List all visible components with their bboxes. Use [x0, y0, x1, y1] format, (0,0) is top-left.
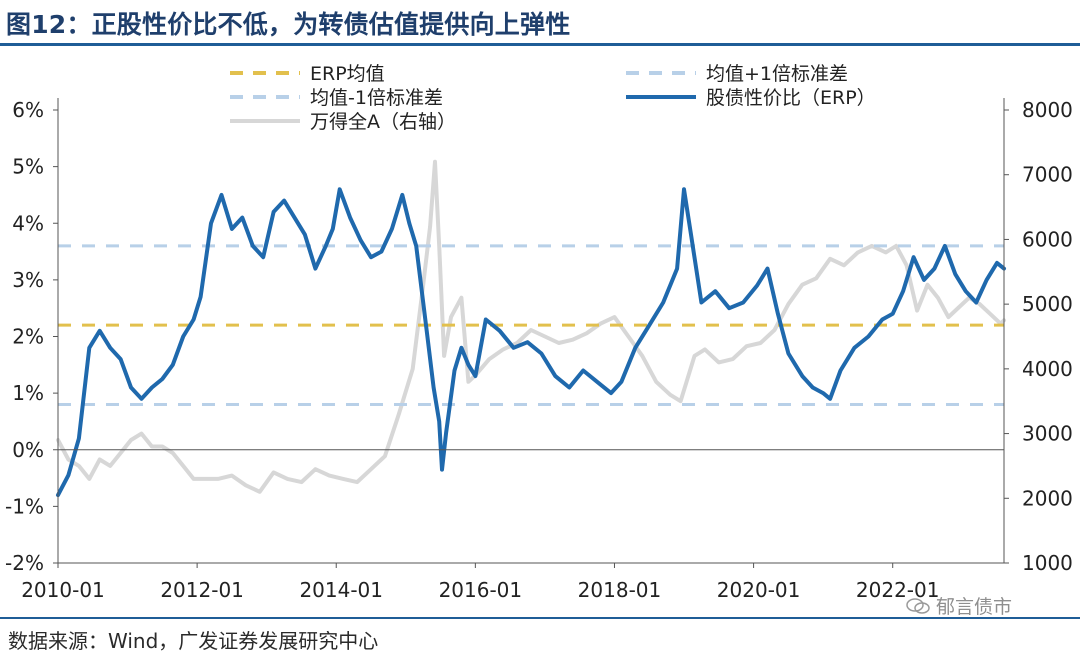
right-tick-label: 4000	[1022, 357, 1073, 381]
legend-erp: 股债性价比（ERP）	[626, 87, 876, 109]
axes-layer: 6% 5% 4% 3% 2% 1% 0% -1% -2% 8000 7000 6000 5000 4000…	[5, 98, 1073, 602]
legend-wind-a-label: 万得全A（右轴）	[310, 111, 456, 133]
page-title: 图12：正股性价比不低，为转债估值提供向上弹性	[6, 10, 571, 39]
plot-layer	[56, 159, 1006, 498]
right-tick-label: 6000	[1022, 227, 1073, 251]
erp-line	[56, 187, 1006, 498]
right-tick-label: 3000	[1022, 422, 1073, 446]
watermark-text: 郁言债市	[936, 596, 1013, 618]
x-tick-label: 2020-01	[717, 578, 801, 602]
legend-wind-a: 万得全A（右轴）	[230, 111, 456, 133]
x-tick-label: 2014-01	[299, 578, 383, 602]
legend-mean-minus-label: 均值-1倍标准差	[310, 87, 443, 109]
source-note: 数据来源：Wind，广发证券发展研究中心	[8, 629, 379, 653]
left-tick-label: -2%	[5, 551, 44, 575]
wechat-icon	[906, 597, 930, 614]
x-tick-label: 2022-01	[856, 578, 940, 602]
left-tick-label: 6%	[12, 98, 44, 122]
left-tick-label: 0%	[12, 438, 44, 462]
title-divider	[0, 43, 1080, 46]
legend-mean-plus-label: 均值+1倍标准差	[706, 63, 848, 85]
right-tick-label: 1000	[1022, 551, 1073, 575]
x-tick-label: 2018-01	[578, 578, 662, 602]
watermark: 郁言债市	[906, 592, 1012, 619]
right-tick-label: 8000	[1022, 98, 1073, 122]
legend-mean-plus: 均值+1倍标准差	[626, 63, 848, 85]
legend-erp-mean: ERP均值	[230, 63, 385, 85]
footer-divider	[0, 617, 1080, 619]
right-tick-label: 5000	[1022, 292, 1073, 316]
left-tick-label: 3%	[12, 268, 44, 292]
x-tick-label: 2012-01	[160, 578, 244, 602]
right-tick-label: 7000	[1022, 163, 1073, 187]
x-tick-label: 2010-01	[21, 578, 105, 602]
left-tick-label: 4%	[12, 211, 44, 235]
left-tick-label: 5%	[12, 155, 44, 179]
legend-erp-mean-label: ERP均值	[310, 63, 385, 85]
right-tick-label: 2000	[1022, 486, 1073, 510]
x-tick-label: 2016-01	[439, 578, 523, 602]
left-tick-label: 1%	[12, 381, 44, 405]
left-tick-label: 2%	[12, 325, 44, 349]
legend-mean-minus: 均值-1倍标准差	[230, 87, 443, 109]
left-tick-label: -1%	[5, 494, 44, 518]
wind-a-line	[56, 159, 1006, 494]
legend-erp-label: 股债性价比（ERP）	[706, 87, 876, 109]
